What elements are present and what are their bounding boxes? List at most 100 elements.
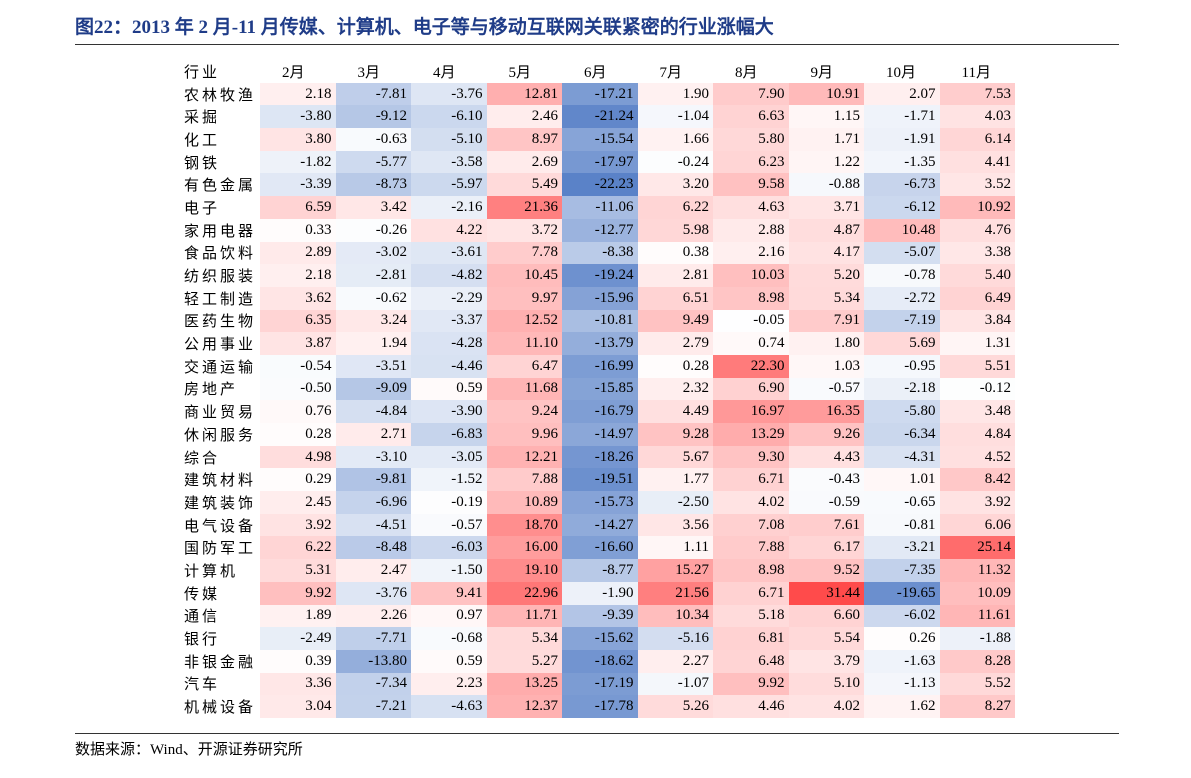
value-cell: -1.07 [637,672,714,696]
industry-name: 电气设备 [184,518,257,535]
value-cell: -17.19 [562,672,638,696]
value-cell: 8.42 [939,468,1016,492]
industry-name: 机械设备 [184,700,257,717]
value-cell: 16.35 [788,400,865,423]
value-cell: 7.08 [713,513,789,537]
industry-name: 采掘 [184,110,221,127]
value-cell: -2.16 [411,196,487,219]
value-cell: -18.62 [562,649,638,673]
source-note: 数据来源：Wind、开源证券研究所 [75,742,303,758]
industry-name: 计算机 [184,563,239,580]
table-row: 农林牧渔 2.18 -7.81 -3.76 12.81 -17.21 1.90 7.90 10.… [180,82,1016,106]
value-cell: 4.49 [637,400,714,423]
value-cell: 2.45 [260,491,336,514]
value-cell: -1.82 [260,150,336,174]
value-cell: 22.30 [713,354,789,378]
value-cell: 15.27 [637,559,714,582]
value-cell: 4.52 [939,445,1016,469]
value-cell: 8.27 [939,695,1016,718]
value-cell: 1.71 [788,128,865,151]
table-row: 机械设备 3.04 -7.21 -4.63 12.37 -17.78 5.26 4.46 4.0… [180,695,1016,718]
value-cell: -3.76 [411,82,487,106]
table-row: 计算机 5.31 2.47 -1.50 19.10 -8.77 15.27 8.98 9.52-… [180,559,1016,582]
value-cell: 31.44 [788,581,865,605]
table-row: 通信 1.89 2.26 0.97 11.71 -9.39 10.34 5.18 6.60 -6.… [180,604,1016,628]
value-cell: 3.92 [260,513,336,537]
value-cell: -5.77 [335,150,412,174]
value-cell: 4.87 [788,218,865,242]
table-row: 采掘 -3.80 -9.12 -6.10 2.46 -21.24 -1.04 6.63 1.15… [180,105,1016,129]
table-row: 建筑装饰 2.45 -6.96 -0.19 10.89 -15.73 -2.50 4.02 -0… [180,491,1016,514]
value-cell: 13.29 [713,423,789,446]
value-cell: -16.79 [562,400,638,423]
value-cell: -8.73 [335,173,412,197]
value-cell: 6.59 [260,196,336,219]
value-cell: -0.65 [864,491,940,514]
value-cell: -13.80 [335,649,412,673]
value-cell: 11.32 [939,559,1016,582]
value-cell: 6.22 [637,196,714,219]
value-cell: 11.68 [486,377,563,401]
value-cell: 6.06 [939,513,1016,537]
value-cell: 3.04 [260,695,336,718]
table-row: 非银金融 0.39 -13.80 0.59 5.27 -18.62 2.27 6.48 3.79… [180,649,1016,673]
industry-name: 非银金融 [184,654,257,671]
value-cell: -3.10 [335,445,412,469]
industry-name: 轻工制造 [184,291,257,308]
value-cell: -15.73 [562,491,638,514]
value-cell: 5.34 [788,286,865,310]
value-cell: 2.89 [260,241,336,265]
value-cell: 4.63 [713,196,789,219]
value-cell: -3.58 [411,150,487,174]
value-cell: 6.49 [939,286,1016,310]
value-cell: -3.76 [335,581,412,605]
value-cell: 12.81 [486,82,563,106]
value-cell: -0.59 [788,491,865,514]
value-cell: -17.97 [562,150,638,174]
value-cell: 1.03 [788,354,865,378]
value-cell: 3.71 [788,196,865,219]
value-cell: 9.28 [637,423,714,446]
industry-name: 化工 [184,132,221,149]
value-cell: 10.45 [486,264,563,287]
industry-name: 食品饮料 [184,246,257,263]
value-cell: -1.91 [864,128,940,151]
value-cell: -15.85 [562,377,638,401]
value-cell: 2.71 [335,423,412,446]
value-cell: 8.98 [713,286,789,310]
value-cell: 3.20 [637,173,714,197]
value-cell: 5.40 [939,264,1016,287]
value-cell: -4.82 [411,264,487,287]
value-cell: 3.48 [939,400,1016,423]
value-cell: 1.22 [788,150,865,174]
value-cell: -1.63 [864,649,940,673]
value-cell: -6.34 [864,423,940,446]
value-cell: 5.31 [260,559,336,582]
value-cell: -0.78 [864,264,940,287]
value-cell: 6.48 [713,649,789,673]
value-cell: -7.71 [335,627,412,650]
value-cell: -10.81 [562,309,638,333]
table-row: 电气设备 3.92 -4.51 -0.57 18.70 -14.27 3.56 7.08 7.6… [180,513,1016,537]
value-cell: 9.41 [411,581,487,605]
value-cell: -4.51 [335,513,412,537]
value-cell: 10.09 [939,581,1016,605]
table-row: 交通运输 -0.54 -3.51 -4.46 6.47 -16.99 0.28 22.30 1.… [180,354,1016,378]
value-cell: 4.02 [713,491,789,514]
value-cell: 9.96 [486,423,563,446]
table-row: 综合 4.98 -3.10 -3.05 12.21 -18.26 5.67 9.30 4.43-… [180,445,1016,469]
value-cell: -0.12 [939,377,1016,401]
value-cell: -1.52 [411,468,487,492]
value-cell: -19.24 [562,264,638,287]
value-cell: -12.77 [562,218,638,242]
value-cell: -4.28 [411,332,487,355]
value-cell: -14.27 [562,513,638,537]
value-cell: 4.17 [788,241,865,265]
value-cell: -2.81 [335,264,412,287]
value-cell: -1.50 [411,559,487,582]
table-row: 医药生物 6.35 3.24 -3.37 12.52 -10.81 9.49 -0.05 7.9… [180,309,1016,333]
industry-name: 商业贸易 [184,405,257,422]
value-cell: 18.70 [486,513,563,537]
table-row: 电子 6.59 3.42 -2.16 21.36 -11.06 6.22 4.63 3.71 -6… [180,196,1016,219]
